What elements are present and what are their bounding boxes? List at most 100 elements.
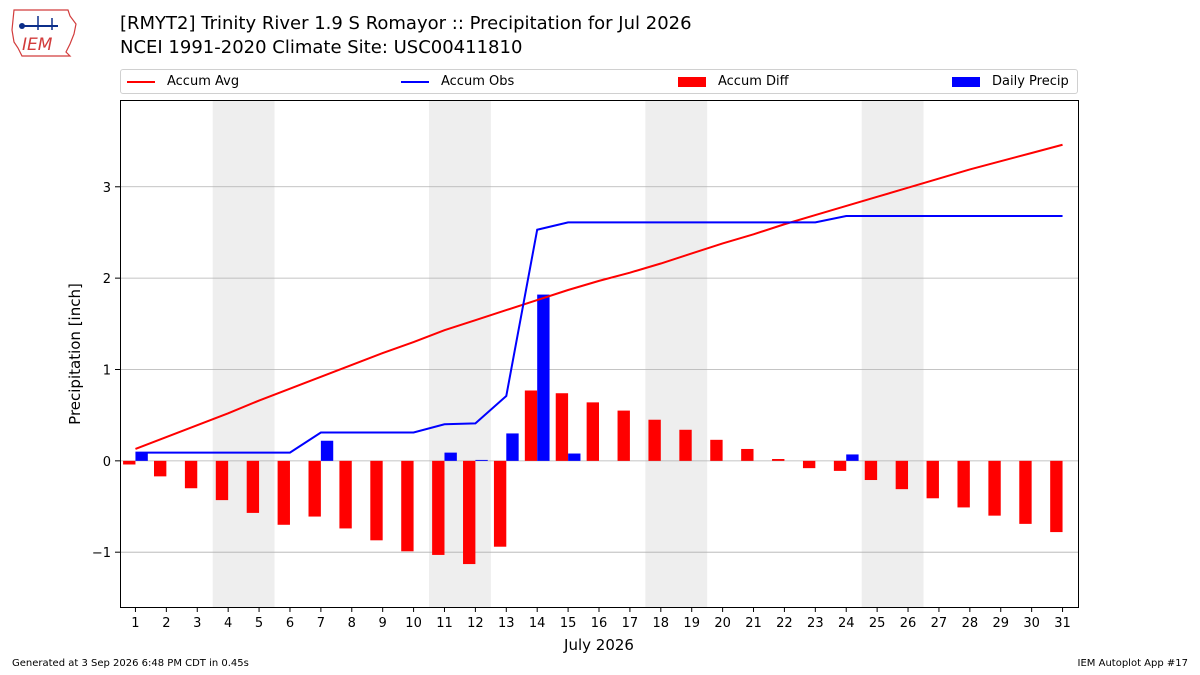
legend-swatch-daily-precip [952, 76, 980, 87]
accum-diff-bar [524, 390, 538, 461]
accum-diff-bar [215, 460, 229, 501]
x-tick-label: 9 [379, 616, 387, 631]
x-tick-label: 20 [714, 616, 731, 631]
accum-diff-bar [153, 460, 167, 477]
daily-precip-bars [135, 294, 859, 461]
generated-timestamp: Generated at 3 Sep 2026 6:48 PM CDT in 0… [12, 658, 249, 669]
x-tick-label: 15 [560, 616, 577, 631]
chart-subtitle: NCEI 1991-2020 Climate Site: USC00411810 [120, 37, 523, 58]
legend-swatch-accum-avg [127, 80, 155, 83]
accum-diff-bar [277, 460, 290, 525]
x-tick-label: 23 [807, 616, 824, 631]
chart-title: [RMYT2] Trinity River 1.9 S Romayor :: P… [120, 13, 692, 34]
daily-precip-bar [846, 454, 859, 461]
x-tick-label: 16 [591, 616, 608, 631]
x-tick-label: 13 [498, 616, 515, 631]
accum-diff-bar [864, 460, 878, 481]
accum-diff-bar [463, 460, 476, 565]
daily-precip-bar [537, 294, 550, 461]
x-tick-label: 7 [317, 616, 325, 631]
x-tick-label: 3 [193, 616, 201, 631]
x-tick-label: 19 [683, 616, 700, 631]
legend-item-accum-diff: Accum Diff [678, 70, 789, 93]
x-tick-label: 25 [869, 616, 886, 631]
x-tick-label: 5 [255, 616, 263, 631]
x-tick-label: 2 [162, 616, 170, 631]
accum-diff-bar [710, 439, 723, 461]
accum-diff-bar [339, 460, 352, 529]
legend-swatch-accum-obs [401, 80, 429, 83]
y-axis-ticks: −1 0 1 2 3 [92, 181, 120, 561]
accum-diff-bar [555, 393, 569, 461]
weekend-bands [212, 100, 924, 607]
accum-diff-bar [493, 460, 507, 547]
x-tick-label: 22 [776, 616, 793, 631]
accum-diff-bar [617, 410, 630, 461]
accum-diff-bar [401, 460, 414, 552]
accum-obs-line [135, 215, 1063, 454]
accum-diff-bar [308, 460, 321, 517]
y-tick-label: 2 [103, 272, 111, 287]
accum-diff-bar [741, 448, 754, 461]
x-tick-label: 1 [131, 616, 139, 631]
x-tick-label: 18 [653, 616, 670, 631]
accum-diff-bar [988, 460, 1001, 516]
legend-label-accum-diff: Accum Diff [718, 74, 789, 89]
daily-precip-bar [475, 459, 488, 461]
accum-diff-bar [833, 460, 847, 471]
accum-diff-bars [123, 390, 1063, 565]
accum-diff-bar [370, 460, 383, 541]
accum-lines [135, 143, 1063, 454]
accum-diff-bar [123, 460, 136, 465]
x-tick-label: 28 [962, 616, 979, 631]
accum-diff-bar [679, 429, 692, 461]
legend-swatch-accum-diff [678, 76, 706, 87]
x-axis-label: July 2026 [563, 636, 634, 654]
x-tick-label: 14 [529, 616, 546, 631]
x-tick-label: 31 [1054, 616, 1071, 631]
weekend-band [645, 100, 708, 607]
x-tick-label: 6 [286, 616, 294, 631]
accum-avg-line [135, 143, 1063, 450]
legend-item-daily-precip: Daily Precip [952, 70, 1069, 93]
legend: Accum Avg Accum Obs Accum Diff Daily Pre… [120, 69, 1078, 94]
y-axis-label: Precipitation [inch] [66, 283, 84, 425]
x-axis-ticks: 1 2 3 4 5 6 7 8 9 10 11 12 13 14 15 16 17 18 19 20 21 22 23 24 2… [131, 607, 1071, 631]
x-tick-label: 10 [405, 616, 422, 631]
daily-precip-bar [506, 433, 519, 461]
daily-precip-bar [135, 452, 148, 461]
accum-diff-bar [586, 402, 599, 461]
legend-item-accum-avg: Accum Avg [127, 70, 239, 93]
daily-precip-bar [320, 440, 334, 461]
legend-label-accum-avg: Accum Avg [167, 74, 240, 89]
x-tick-label: 27 [931, 616, 948, 631]
accum-diff-bar [246, 460, 260, 513]
accum-diff-bar [432, 460, 445, 555]
x-tick-label: 21 [745, 616, 762, 631]
y-tick-label: 1 [103, 363, 111, 378]
accum-diff-bar [895, 460, 909, 490]
accum-diff-bar [184, 460, 198, 489]
daily-precip-bar [444, 452, 457, 461]
accum-diff-bar [1019, 460, 1032, 524]
iem-logo: IEM [11, 9, 77, 57]
weekend-band [212, 100, 275, 607]
x-tick-label: 8 [348, 616, 356, 631]
logo-text: IEM [22, 35, 53, 55]
app-credit: IEM Autoplot App #17 [1077, 658, 1188, 669]
accum-diff-bar [1050, 460, 1063, 533]
y-tick-label: 3 [103, 181, 111, 196]
x-tick-label: 12 [467, 616, 484, 631]
accum-diff-bar [802, 460, 816, 469]
legend-label-accum-obs: Accum Obs [441, 74, 515, 89]
legend-item-accum-obs: Accum Obs [401, 70, 514, 93]
x-tick-label: 30 [1023, 616, 1040, 631]
accum-diff-bar [957, 460, 970, 508]
x-tick-label: 4 [224, 616, 232, 631]
x-tick-label: 17 [622, 616, 639, 631]
accum-diff-bar [772, 459, 785, 461]
x-tick-label: 26 [900, 616, 917, 631]
x-tick-label: 24 [838, 616, 855, 631]
x-tick-label: 29 [992, 616, 1009, 631]
